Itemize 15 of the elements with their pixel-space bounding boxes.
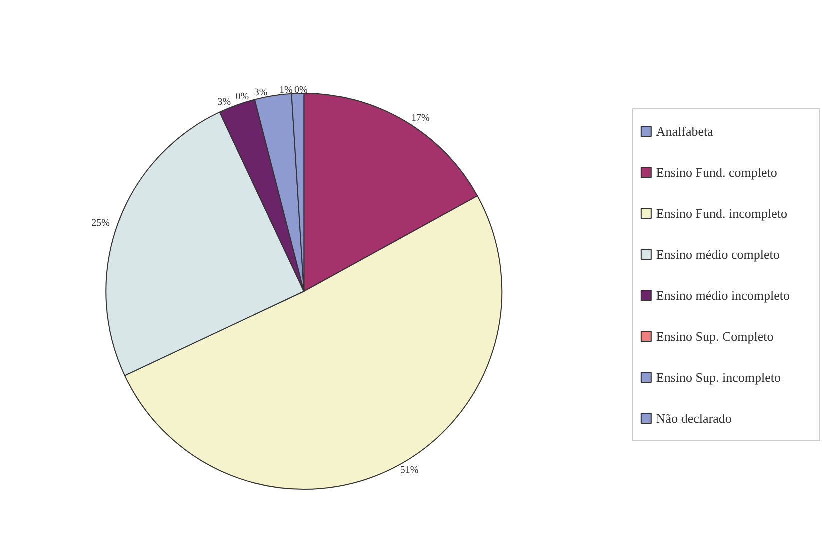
legend-label: Ensino médio completo — [656, 247, 780, 262]
legend-label: Ensino Sup. Completo — [656, 329, 774, 344]
data-label: 3% — [254, 87, 268, 98]
legend-label: Ensino médio incompleto — [656, 288, 790, 303]
legend-label: Ensino Fund. incompleto — [656, 206, 788, 221]
legend-label: Não declarado — [656, 411, 732, 426]
data-label: 25% — [92, 218, 110, 229]
data-label: 17% — [411, 112, 430, 124]
data-label: 3% — [218, 96, 232, 108]
legend-label: Ensino Fund. completo — [656, 165, 778, 180]
data-label: 1% — [279, 85, 293, 96]
data-label: 51% — [400, 465, 419, 476]
text: 0% — [236, 91, 250, 102]
legend-label: Analfabeta — [656, 124, 714, 139]
legend-label: Ensino Sup. incompleto — [656, 370, 781, 385]
